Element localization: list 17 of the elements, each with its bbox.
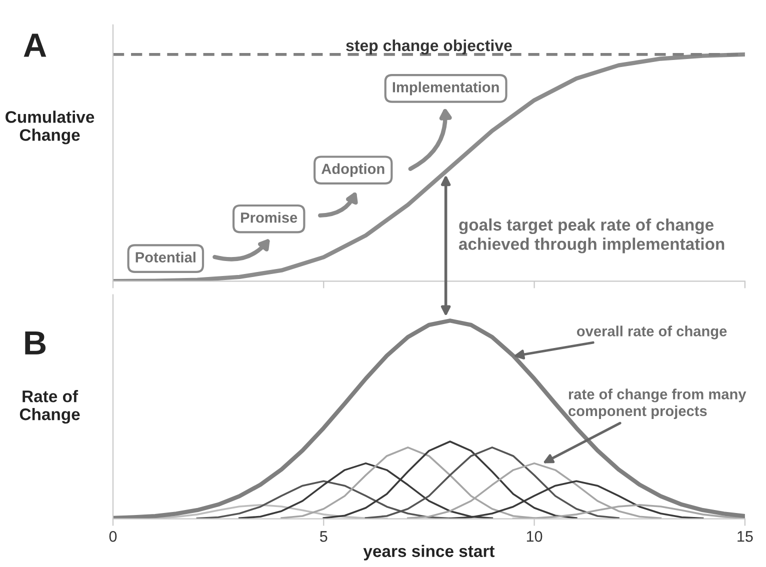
annotation: Promise — [241, 212, 298, 223]
annotation: Potential — [136, 252, 196, 262]
ref-line-label: step change objective — [346, 39, 512, 54]
annotation: Implementation — [392, 82, 499, 96]
annotation: Adoption — [322, 163, 384, 177]
y-axis-title: Rate of Change — [20, 390, 80, 424]
annotation: goals target peak rate of change achieved through implementation — [458, 218, 724, 254]
x-tick-label: 5 — [320, 531, 328, 542]
text: B — [25, 331, 46, 354]
y-axis-title: Cumulative Change — [6, 110, 94, 144]
x-tick-label: 0 — [109, 531, 117, 542]
annotation: rate of change from many component projects — [568, 388, 746, 420]
annotation: overall rate of change — [576, 326, 727, 340]
x-tick-label: 15 — [738, 531, 753, 542]
x-axis-title: years since start — [363, 544, 495, 560]
x-tick-label: 10 — [526, 531, 542, 542]
text: A — [24, 34, 46, 57]
